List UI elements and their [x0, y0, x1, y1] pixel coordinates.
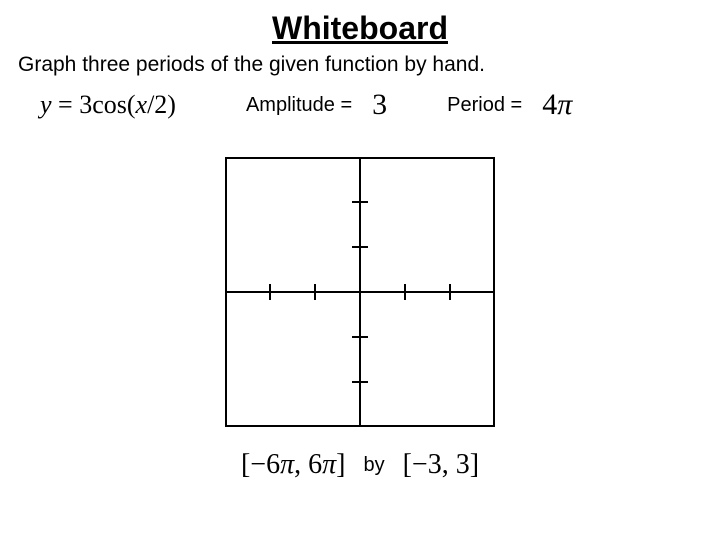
- info-row: y = 3cos(x/2) Amplitude = 3 Period = 4π: [0, 83, 720, 127]
- x-interval: [−6π, 6π]: [241, 449, 346, 481]
- period-label: Period =: [447, 94, 522, 117]
- amplitude-label: Amplitude =: [246, 94, 352, 117]
- chart-container: [0, 157, 720, 427]
- function-expression: y = 3cos(x/2): [40, 90, 176, 120]
- by-label: by: [363, 454, 384, 477]
- amplitude-value: 3: [372, 88, 387, 122]
- axes-grid: [225, 157, 495, 427]
- instruction-text: Graph three periods of the given functio…: [0, 53, 720, 83]
- page-title: Whiteboard: [0, 0, 720, 53]
- range-row: [−6π, 6π] by [−3, 3]: [0, 449, 720, 481]
- period-value: 4π: [542, 88, 572, 122]
- y-interval: [−3, 3]: [403, 449, 479, 481]
